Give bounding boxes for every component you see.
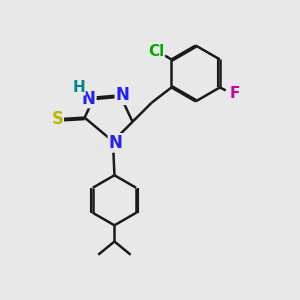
Text: N: N [108,134,122,152]
Text: N: N [82,89,96,107]
Text: N: N [116,86,129,104]
Text: H: H [72,80,85,95]
Text: F: F [230,86,240,101]
Text: Cl: Cl [148,44,164,59]
Text: S: S [51,110,63,128]
